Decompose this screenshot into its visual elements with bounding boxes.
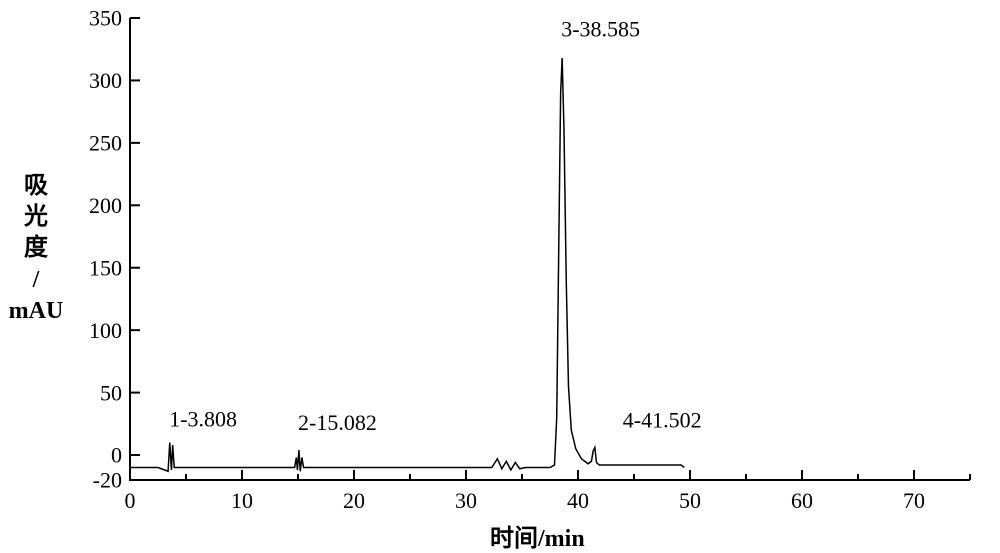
chromatogram-chart: -200 50 100 150 200 250 300 350 0 10 20 30 40 50 60 70 1… bbox=[0, 0, 1000, 550]
y-tick-label: 50 bbox=[100, 380, 122, 405]
y-axis-label: 吸光度/mAU bbox=[6, 171, 66, 327]
x-tick-label: 10 bbox=[231, 488, 253, 513]
y-tick-label: 350 bbox=[89, 6, 122, 31]
peak-label: 4-41.502 bbox=[623, 408, 702, 433]
x-tick-label: 40 bbox=[567, 488, 589, 513]
y-axis-label-line: 光 bbox=[6, 202, 66, 233]
y-axis-label-line: / bbox=[6, 265, 66, 296]
y-tick-label: -20 bbox=[93, 468, 122, 493]
peak-label: 1-3.808 bbox=[169, 406, 237, 431]
x-tick-label: 20 bbox=[343, 488, 365, 513]
axes bbox=[130, 18, 970, 480]
x-tick-label: 50 bbox=[679, 488, 701, 513]
y-axis-label-line: mAU bbox=[6, 296, 66, 327]
y-tick-label: 0 bbox=[111, 443, 122, 468]
y-tick-label: 250 bbox=[89, 131, 122, 156]
peak-label: 2-15.082 bbox=[298, 410, 377, 435]
y-tick-label: 100 bbox=[89, 318, 122, 343]
y-axis-label-line: 度 bbox=[6, 233, 66, 264]
x-tick-label: 60 bbox=[791, 488, 813, 513]
x-tick-label: 0 bbox=[125, 488, 136, 513]
x-tick-label: 30 bbox=[455, 488, 477, 513]
y-tick-label: 150 bbox=[89, 255, 122, 280]
y-tick-label: 200 bbox=[89, 193, 122, 218]
x-axis-label: 时间/min bbox=[490, 518, 585, 553]
x-axis-label-text: 时间/min bbox=[490, 526, 585, 552]
peak-label: 3-38.585 bbox=[561, 17, 640, 42]
y-tick-label: 300 bbox=[89, 68, 122, 93]
y-axis-label-line: 吸 bbox=[6, 171, 66, 202]
x-tick-label: 70 bbox=[903, 488, 925, 513]
chart-svg: -200 50 100 150 200 250 300 350 0 10 20 30 40 50 60 70 1… bbox=[0, 0, 1000, 550]
